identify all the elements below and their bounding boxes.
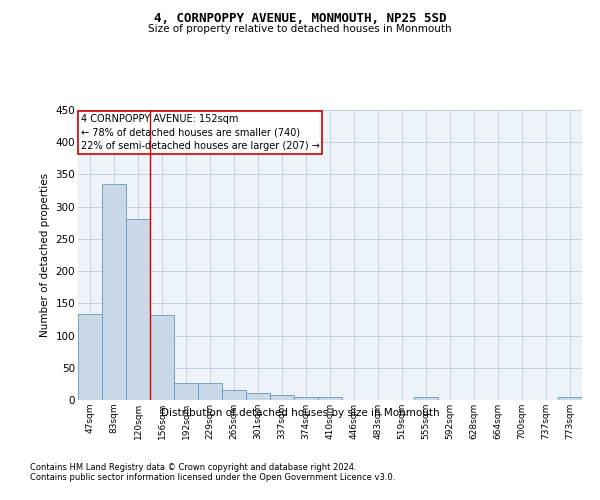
Bar — [102, 184, 126, 400]
Bar — [150, 315, 174, 400]
Bar — [246, 393, 270, 400]
Bar — [294, 397, 318, 400]
Text: Contains HM Land Registry data © Crown copyright and database right 2024.: Contains HM Land Registry data © Crown c… — [30, 462, 356, 471]
Bar — [126, 219, 150, 400]
Text: 4 CORNPOPPY AVENUE: 152sqm
← 78% of detached houses are smaller (740)
22% of sem: 4 CORNPOPPY AVENUE: 152sqm ← 78% of deta… — [80, 114, 319, 151]
Text: Distribution of detached houses by size in Monmouth: Distribution of detached houses by size … — [161, 408, 439, 418]
Y-axis label: Number of detached properties: Number of detached properties — [40, 173, 50, 337]
Bar — [318, 398, 342, 400]
Bar — [270, 396, 294, 400]
Bar — [174, 383, 198, 400]
Bar — [78, 314, 102, 400]
Bar — [558, 398, 582, 400]
Text: Size of property relative to detached houses in Monmouth: Size of property relative to detached ho… — [148, 24, 452, 34]
Bar — [414, 398, 438, 400]
Text: 4, CORNPOPPY AVENUE, MONMOUTH, NP25 5SD: 4, CORNPOPPY AVENUE, MONMOUTH, NP25 5SD — [154, 12, 446, 26]
Text: Contains public sector information licensed under the Open Government Licence v3: Contains public sector information licen… — [30, 472, 395, 482]
Bar — [222, 390, 246, 400]
Bar — [198, 383, 222, 400]
